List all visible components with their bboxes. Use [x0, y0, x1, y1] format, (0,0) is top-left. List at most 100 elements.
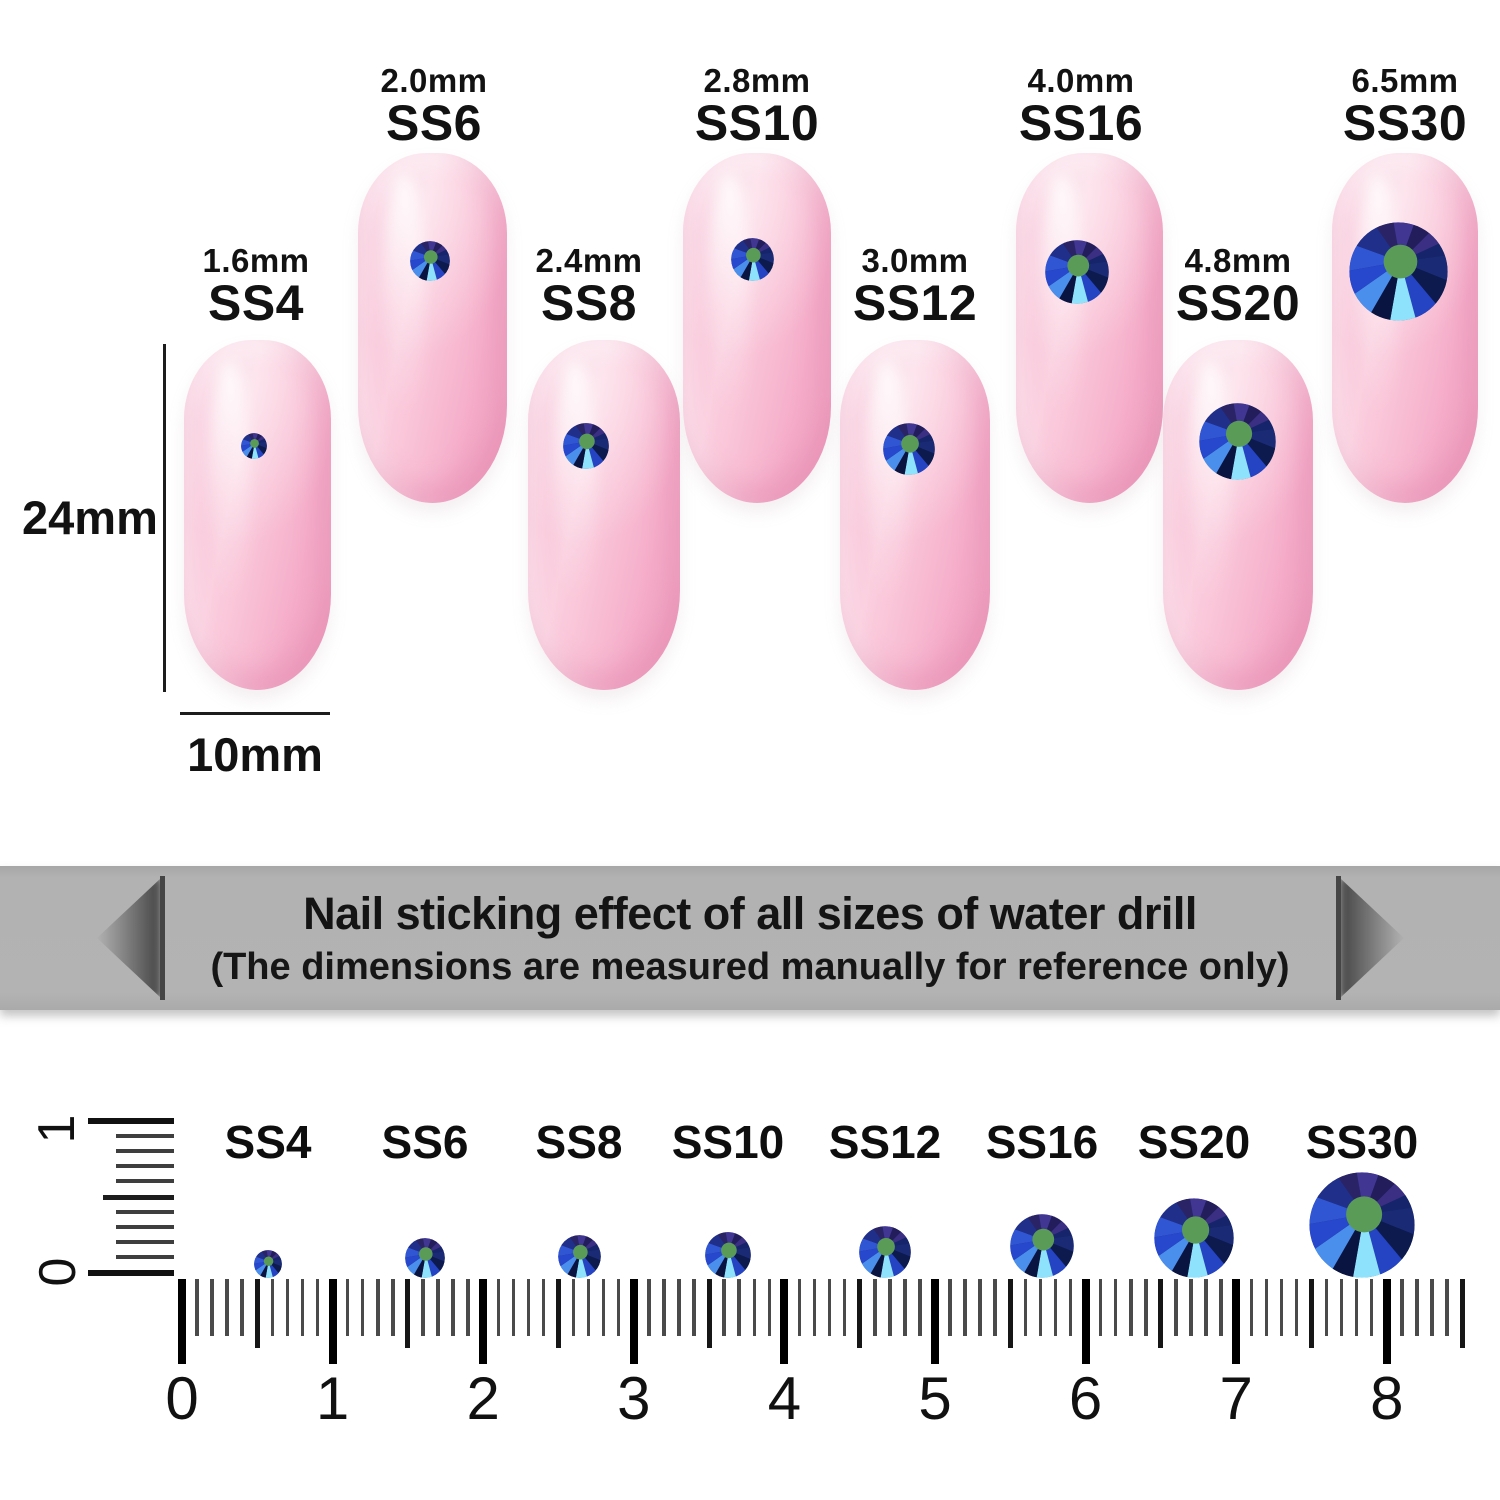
- ruler-tick-major: [780, 1279, 789, 1364]
- size-label-group: 2.8mm SS10: [694, 62, 820, 151]
- ruler-tick-half: [556, 1279, 561, 1348]
- ruler-tick-minor: [360, 1279, 365, 1336]
- vertical-ruler-tick: [116, 1240, 174, 1244]
- nail-photo: [184, 340, 331, 690]
- ruler-tick-minor: [903, 1279, 907, 1336]
- ruler-tick-half: [1309, 1279, 1314, 1348]
- vertical-ruler-tick: [116, 1225, 174, 1229]
- size-ss-label: SS8: [540, 275, 637, 331]
- ruler-number: 1: [315, 1365, 350, 1432]
- ruler-tick-minor: [827, 1279, 832, 1336]
- rhinestone-icon: [705, 1232, 751, 1278]
- ruler-tick-minor: [1324, 1279, 1329, 1336]
- ruler-tick-minor: [1249, 1279, 1253, 1336]
- ruler-tick-minor: [436, 1279, 440, 1336]
- size-ss-label: SS10: [694, 95, 820, 151]
- ruler-tick-half: [1158, 1279, 1164, 1348]
- size-mm-label: 1.6mm: [202, 242, 310, 279]
- ruler-tick-minor: [526, 1279, 531, 1336]
- ruler-tick-minor: [270, 1279, 275, 1336]
- ruler-tick-minor: [1129, 1279, 1133, 1336]
- ruler-tick-minor: [647, 1279, 651, 1336]
- rhinestone-icon: [563, 423, 609, 469]
- ruler-tick-half: [405, 1279, 411, 1348]
- ruler-tick-minor: [240, 1279, 244, 1336]
- ruler-tick-minor: [421, 1279, 425, 1336]
- ruler-tick-minor: [1400, 1279, 1404, 1336]
- banner-subtitle: (The dimensions are measured manually fo…: [210, 946, 1290, 988]
- ruler-number: 6: [1068, 1365, 1103, 1432]
- vertical-ruler-tick: [116, 1164, 174, 1168]
- ruler-number: 3: [617, 1365, 651, 1432]
- rhinestone-icon: [859, 1226, 911, 1278]
- ruler-tick-minor: [616, 1279, 621, 1336]
- ruler-tick-minor: [1219, 1279, 1223, 1336]
- rhinestone-icon: [410, 241, 450, 281]
- ruler-tick-minor: [888, 1279, 892, 1336]
- ruler-tick-minor: [1354, 1279, 1359, 1336]
- size-mm-label: 4.8mm: [1184, 242, 1292, 279]
- size-mm-label: 4.0mm: [1027, 62, 1135, 99]
- ruler-tick-major: [328, 1279, 337, 1364]
- nail-photo: [1332, 153, 1478, 503]
- ruler-tick-minor: [1369, 1279, 1374, 1336]
- size-mm-label: 2.0mm: [380, 62, 488, 99]
- rhinestone-icon: [883, 423, 935, 475]
- ruler-tick-half: [706, 1279, 712, 1348]
- ruler-number: 5: [918, 1365, 952, 1432]
- ruler-ss-label: SS10: [671, 1116, 785, 1168]
- nail-photo: [358, 153, 507, 503]
- ruler-tick-major: [479, 1279, 488, 1364]
- ruler-tick-minor: [511, 1279, 516, 1336]
- ruler-tick-minor: [873, 1279, 877, 1336]
- ruler-number: 2: [466, 1365, 500, 1432]
- ruler-tick-minor: [1430, 1279, 1434, 1336]
- ruler-tick-minor: [601, 1279, 606, 1336]
- ruler-tick-minor: [752, 1279, 757, 1336]
- ruler-ss-label: SS8: [535, 1116, 623, 1168]
- size-mm-label: 3.0mm: [861, 242, 969, 279]
- ruler-tick-minor: [692, 1279, 696, 1336]
- ruler-tick-minor: [1339, 1279, 1344, 1336]
- rhinestone-icon: [1309, 1172, 1415, 1278]
- ruler-tick-major: [931, 1279, 939, 1364]
- ruler-tick-minor: [948, 1279, 952, 1336]
- nail-height-label: 24mm: [22, 491, 158, 544]
- banner: Nail sticking effect of all sizes of wat…: [0, 866, 1500, 1010]
- ruler-tick-major: [1081, 1279, 1090, 1364]
- ruler-tick-minor: [1415, 1279, 1419, 1336]
- size-label-group: 1.6mm SS4: [202, 242, 310, 328]
- ruler-tick-half: [1007, 1279, 1013, 1348]
- rhinestone-icon: [557, 1235, 601, 1278]
- ruler-number: 8: [1370, 1365, 1404, 1432]
- size-ss-label: SS6: [385, 95, 482, 151]
- ruler-tick-minor: [1174, 1279, 1178, 1336]
- height-measure-line: [163, 344, 166, 692]
- size-ss-label: SS12: [852, 275, 978, 331]
- ruler-tick-minor: [722, 1279, 726, 1336]
- ruler-number: 0: [165, 1365, 199, 1432]
- nail-photo: [683, 153, 831, 503]
- vertical-ruler-tick: [88, 1118, 174, 1124]
- ruler-tick-minor: [812, 1279, 817, 1336]
- ruler-tick-minor: [737, 1279, 741, 1336]
- ruler-tick-half: [1459, 1279, 1465, 1348]
- rhinestone-icon: [1198, 402, 1276, 480]
- nail-photo: [528, 340, 680, 690]
- ruler-ss-label: SS4: [224, 1116, 312, 1168]
- vertical-ruler-tick: [88, 1270, 174, 1276]
- vertical-ruler-tick: [103, 1194, 174, 1200]
- vertical-ruler-tick: [116, 1134, 174, 1138]
- vertical-ruler-number: 0: [29, 1257, 87, 1287]
- ruler-tick-minor: [451, 1279, 455, 1336]
- rhinestone-icon: [1348, 221, 1448, 321]
- ruler-number: 7: [1219, 1365, 1253, 1432]
- ruler-tick-minor: [797, 1279, 802, 1336]
- ruler-tick-minor: [1053, 1279, 1058, 1336]
- ruler-tick-minor: [1264, 1279, 1269, 1336]
- vertical-ruler-tick: [116, 1149, 174, 1153]
- ruler-tick-minor: [376, 1279, 380, 1336]
- ruler-tick-half: [254, 1279, 260, 1348]
- ruler-tick-major: [1232, 1279, 1241, 1364]
